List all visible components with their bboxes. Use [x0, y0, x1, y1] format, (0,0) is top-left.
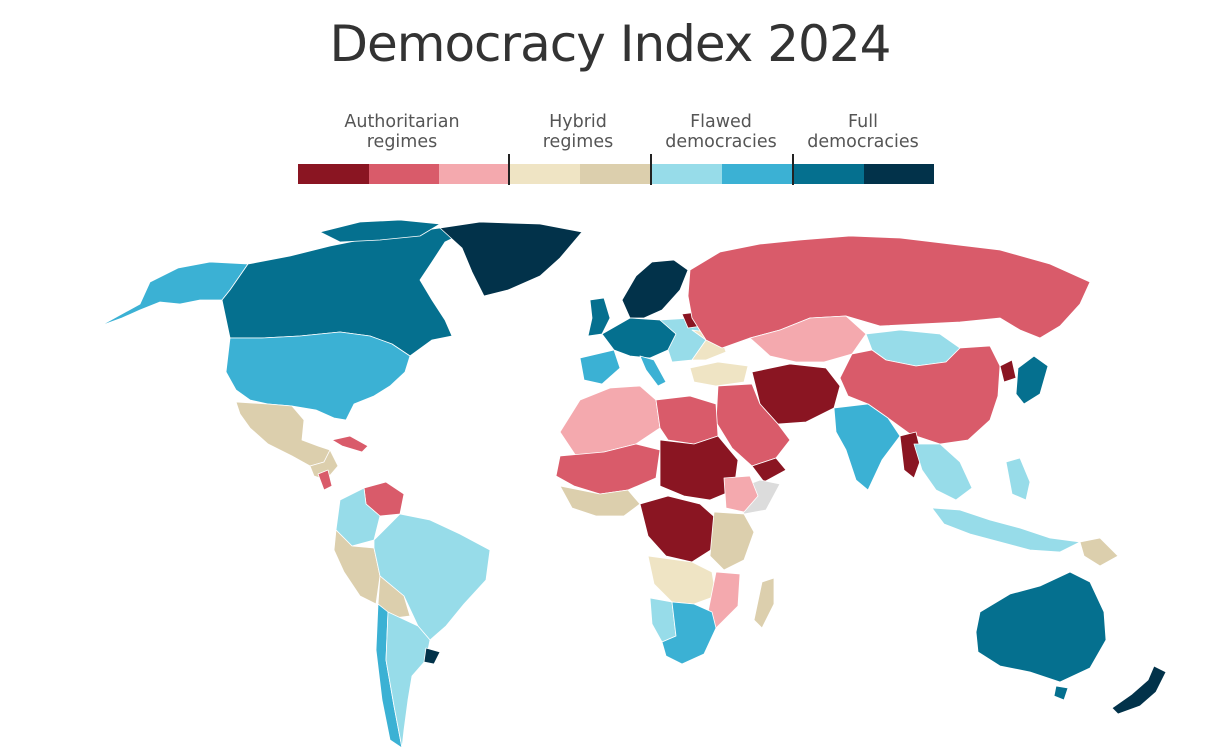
legend-label-authoritarian: Authoritarian regimes	[344, 112, 460, 152]
region-southern-africa	[647, 555, 717, 605]
region-iberia	[579, 349, 621, 385]
region-uk	[587, 297, 611, 337]
region-south-africa	[661, 601, 717, 665]
region-mexico	[235, 401, 331, 467]
region-argentina	[385, 611, 431, 749]
region-ethiopia	[723, 475, 759, 513]
region-cuba	[331, 435, 369, 453]
region-bolivia	[377, 575, 411, 619]
region-sahel	[555, 443, 661, 495]
region-papua	[1079, 537, 1119, 567]
region-middle-east	[715, 383, 791, 467]
legend-swatch-flawed-2	[722, 164, 793, 184]
region-southeast-asia	[913, 443, 973, 501]
region-myanmar	[899, 431, 923, 479]
legend-divider-2	[650, 154, 652, 185]
region-peru	[333, 529, 381, 605]
region-central-africa	[639, 495, 719, 563]
region-nicaragua	[317, 469, 333, 491]
legend-swatch-authoritarian-1	[298, 164, 369, 184]
region-north-korea	[999, 359, 1017, 383]
legend-swatch-authoritarian-3	[439, 164, 509, 184]
legend-divider-3	[792, 154, 794, 185]
legend-swatch-flawed-1	[651, 164, 722, 184]
region-north-africa	[559, 385, 661, 457]
region-yemen	[751, 457, 787, 483]
legend-label-full: Full democracies	[807, 112, 919, 152]
region-west-africa	[559, 485, 641, 517]
region-canada-islands	[319, 219, 441, 243]
region-italy	[639, 355, 667, 387]
region-australia	[975, 571, 1107, 683]
region-new-zealand	[1111, 665, 1167, 715]
region-india	[833, 403, 901, 491]
region-turkey	[689, 361, 749, 387]
region-central-america	[309, 449, 339, 481]
region-tasmania	[1053, 685, 1069, 701]
legend-label-hybrid: Hybrid regimes	[542, 112, 614, 152]
legend-divider-1	[508, 154, 510, 185]
region-alaska	[99, 261, 249, 327]
legend-swatch-full-1	[793, 164, 864, 184]
region-kazakhstan	[749, 315, 867, 363]
region-usa	[225, 331, 411, 421]
region-uruguay	[423, 647, 441, 665]
region-egypt-libya	[655, 395, 719, 445]
region-korea-japan	[1015, 355, 1049, 405]
region-greenland	[439, 221, 583, 297]
region-russia	[687, 235, 1091, 349]
world-map	[99, 219, 1167, 749]
map-title: Democracy Index 2024	[329, 15, 891, 73]
region-east-africa	[709, 511, 755, 571]
region-china	[839, 345, 1001, 445]
legend-swatch-authoritarian-2	[369, 164, 439, 184]
legend-label-flawed: Flawed democracies	[665, 112, 777, 152]
region-madagascar	[753, 577, 775, 629]
legend-swatch-full-2	[864, 164, 934, 184]
region-indonesia	[931, 507, 1081, 553]
region-mozambique	[707, 571, 741, 629]
legend: Authoritarian regimes Hybrid regimes Fla…	[0, 0, 1220, 200]
legend-swatch-hybrid-2	[580, 164, 651, 184]
region-scandinavia	[621, 259, 689, 319]
region-philippines	[1005, 457, 1031, 501]
legend-swatch-hybrid-1	[509, 164, 580, 184]
